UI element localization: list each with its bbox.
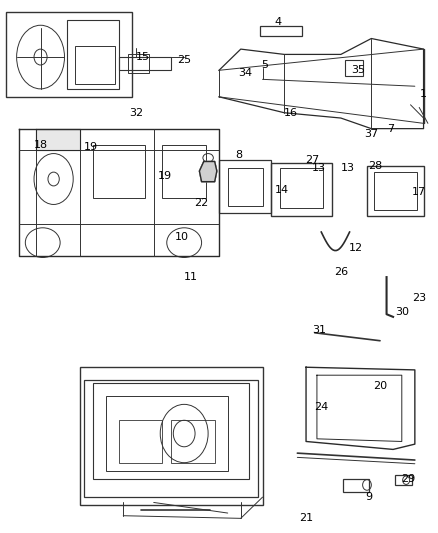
Text: 14: 14	[275, 184, 289, 195]
Bar	[80, 367, 262, 505]
Bar	[280, 168, 323, 208]
Text: 9: 9	[366, 492, 373, 502]
Text: 5: 5	[261, 60, 268, 70]
Text: 4: 4	[274, 17, 281, 27]
Text: 24: 24	[314, 402, 328, 412]
Polygon shape	[36, 128, 80, 150]
Bar	[260, 26, 302, 36]
Text: 28: 28	[368, 161, 383, 171]
Text: 8: 8	[235, 150, 242, 160]
Text: 20: 20	[373, 381, 387, 391]
Bar	[367, 166, 424, 216]
Text: 26: 26	[334, 267, 348, 277]
Text: 25: 25	[177, 55, 191, 64]
Text: 1: 1	[420, 89, 427, 99]
Text: 21: 21	[299, 513, 313, 523]
Text: 11: 11	[184, 272, 198, 282]
Text: 18: 18	[33, 140, 48, 150]
Bar	[93, 144, 145, 198]
Bar	[374, 172, 417, 210]
Text: 37: 37	[364, 129, 378, 139]
Bar	[171, 420, 215, 463]
Bar	[162, 144, 206, 198]
Bar	[271, 163, 332, 216]
Bar	[67, 20, 119, 89]
Polygon shape	[199, 161, 217, 182]
Text: 13: 13	[340, 164, 354, 173]
Text: 12: 12	[349, 243, 363, 253]
Text: 31: 31	[312, 325, 326, 335]
Bar	[219, 160, 271, 214]
Text: 10: 10	[175, 232, 189, 243]
Bar	[119, 57, 171, 70]
Text: 17: 17	[412, 187, 426, 197]
Text: 32: 32	[129, 108, 143, 118]
Bar	[228, 168, 262, 206]
Bar	[343, 479, 369, 492]
Text: 27: 27	[305, 156, 320, 165]
Bar	[345, 60, 363, 76]
Text: 19: 19	[158, 172, 172, 181]
Text: 35: 35	[351, 66, 365, 75]
Text: 22: 22	[194, 198, 209, 208]
Text: 19: 19	[84, 142, 98, 152]
Bar	[6, 12, 132, 97]
Bar	[119, 420, 162, 463]
Text: 13: 13	[312, 164, 326, 173]
Text: 16: 16	[284, 108, 298, 118]
Text: 29: 29	[401, 474, 416, 483]
Bar	[84, 381, 258, 497]
Bar	[395, 475, 412, 485]
Text: 34: 34	[238, 68, 252, 78]
Text: 23: 23	[412, 293, 426, 303]
Bar	[93, 383, 250, 479]
Bar	[106, 397, 228, 471]
Text: 30: 30	[395, 306, 409, 317]
Bar	[127, 54, 149, 73]
Bar	[75, 46, 115, 84]
Text: 7: 7	[387, 124, 395, 134]
Text: 15: 15	[136, 52, 150, 62]
